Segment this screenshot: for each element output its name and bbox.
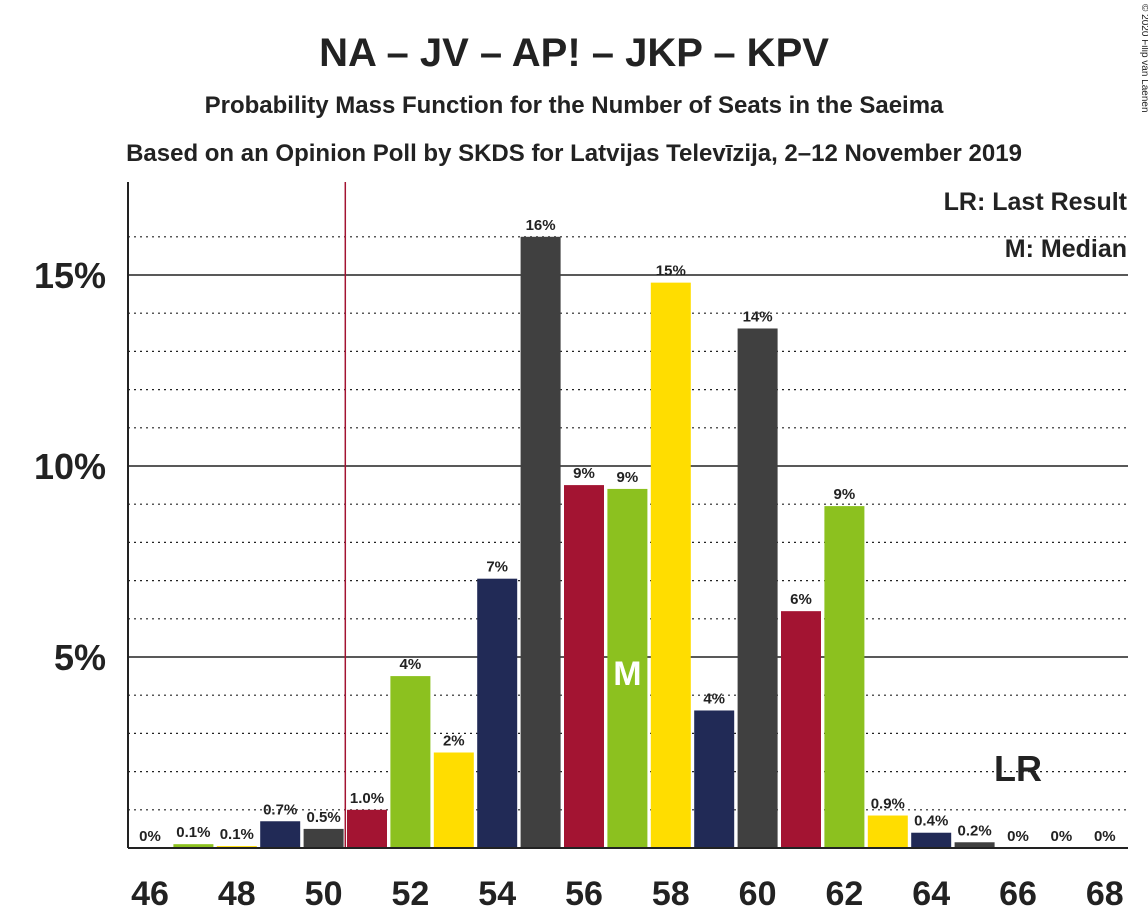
legend-median: M: Median bbox=[1005, 235, 1127, 263]
bar-seat-55 bbox=[520, 236, 561, 849]
data-label-seat-57: 9% bbox=[617, 469, 639, 486]
chart-subtitle: Probability Mass Function for the Number… bbox=[205, 92, 944, 119]
last-result-marker: LR bbox=[994, 748, 1042, 789]
data-label-seat-54: 7% bbox=[486, 559, 508, 576]
median-marker: M bbox=[613, 655, 641, 693]
y-tick-labels: 5% 10% 15% bbox=[34, 255, 106, 678]
x-tick-label: 46 bbox=[131, 875, 169, 913]
bar-seat-53 bbox=[433, 752, 474, 848]
x-tick-label: 56 bbox=[565, 875, 603, 913]
data-label-seat-62: 9% bbox=[834, 486, 856, 503]
data-label-seat-61: 6% bbox=[790, 591, 812, 608]
bar-seat-57 bbox=[607, 488, 648, 848]
chart-title: NA – JV – AP! – JKP – KPV bbox=[319, 31, 829, 75]
data-label-seat-63: 0.9% bbox=[871, 796, 905, 813]
data-label-seat-67: 0% bbox=[1051, 828, 1073, 845]
x-tick-labels: 46 48 50 52 54 56 58 60 62 64 66 68 bbox=[131, 875, 1124, 913]
data-label-seat-50: 0.5% bbox=[306, 809, 340, 826]
data-label-seat-53: 2% bbox=[443, 733, 465, 750]
data-label-seat-66: 0% bbox=[1007, 828, 1029, 845]
bar-seat-65 bbox=[954, 842, 995, 848]
data-label-seat-60: 14% bbox=[743, 308, 773, 325]
x-tick-label: 58 bbox=[652, 875, 690, 913]
bar-seat-56 bbox=[564, 485, 604, 848]
bar-seat-64 bbox=[911, 832, 952, 848]
data-label-seat-47: 0.1% bbox=[176, 824, 210, 841]
bar-seat-61 bbox=[781, 611, 821, 848]
data-label-seat-59: 4% bbox=[703, 690, 725, 707]
data-label-seat-52: 4% bbox=[400, 656, 422, 673]
x-tick-label: 54 bbox=[478, 875, 516, 913]
x-tick-label: 48 bbox=[218, 875, 256, 913]
data-label-seat-58: 15% bbox=[656, 263, 686, 280]
data-label-seat-48: 0.1% bbox=[220, 826, 254, 843]
x-tick-label: 52 bbox=[391, 875, 429, 913]
legend-last-result: LR: Last Result bbox=[944, 188, 1128, 216]
x-tick-label: 68 bbox=[1086, 875, 1124, 913]
y-tick-label: 5% bbox=[54, 637, 106, 678]
data-label-seat-46: 0% bbox=[139, 828, 161, 845]
bar-seat-49 bbox=[260, 821, 301, 848]
chart-subtitle-source: Based on an Opinion Poll by SKDS for Lat… bbox=[126, 140, 1022, 167]
data-label-seat-49: 0.7% bbox=[263, 801, 297, 818]
x-tick-label: 50 bbox=[305, 875, 343, 913]
bar-seat-59 bbox=[694, 710, 735, 848]
bar-seat-50 bbox=[303, 828, 344, 848]
y-tick-label: 15% bbox=[34, 255, 106, 296]
data-label-seat-55: 16% bbox=[526, 217, 556, 234]
data-label-seat-68: 0% bbox=[1094, 828, 1116, 845]
bar-seat-58 bbox=[650, 282, 691, 848]
x-tick-label: 60 bbox=[739, 875, 777, 913]
bar-seat-62 bbox=[824, 506, 865, 848]
bar-seat-60 bbox=[737, 328, 778, 849]
bar-seat-51 bbox=[347, 809, 387, 848]
data-label-seat-51: 1.0% bbox=[350, 790, 384, 807]
bar-seat-63 bbox=[867, 815, 908, 848]
data-labels: 0% 0.1% 0.1% 0.7% 0.5% 1.0% 4% 2% 7% 16% 9% 9% 15% 4%… bbox=[139, 217, 1115, 845]
data-label-seat-65: 0.2% bbox=[957, 822, 991, 839]
y-tick-label: 10% bbox=[34, 446, 106, 487]
x-tick-label: 66 bbox=[999, 875, 1037, 913]
bar-seat-52 bbox=[390, 676, 431, 848]
bars bbox=[173, 236, 995, 849]
copyright-notice: © 2020 Filip van Laenen bbox=[1139, 4, 1148, 113]
bar-seat-47 bbox=[173, 844, 214, 848]
data-label-seat-56: 9% bbox=[573, 465, 595, 482]
x-tick-label: 62 bbox=[825, 875, 863, 913]
bar-seat-54 bbox=[477, 578, 518, 848]
x-tick-label: 64 bbox=[912, 875, 950, 913]
data-label-seat-64: 0.4% bbox=[914, 813, 948, 830]
